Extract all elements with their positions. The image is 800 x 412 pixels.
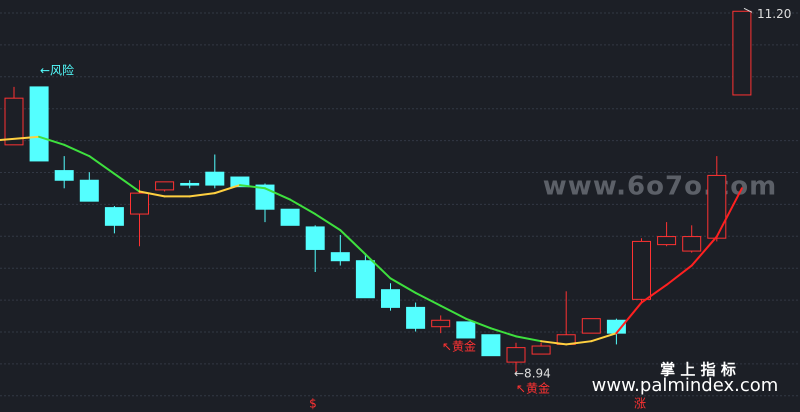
candle-body <box>406 306 426 329</box>
ma-segment <box>289 198 317 216</box>
watermark: www.6o7o.com <box>543 172 777 202</box>
candle-body <box>381 289 400 308</box>
arrow <box>743 7 753 13</box>
candle-body <box>29 86 49 162</box>
ma-segment <box>615 301 643 335</box>
ma-segment <box>690 235 718 267</box>
ma-segment <box>38 135 66 146</box>
ma-segment <box>439 304 467 320</box>
ma-segment <box>489 327 517 338</box>
candle-body <box>632 240 651 300</box>
watermark: www.palmindex.com <box>592 375 779 396</box>
candle-body <box>431 319 451 328</box>
candle-body <box>355 260 375 299</box>
candle-body <box>707 174 727 239</box>
candle-body <box>657 236 677 246</box>
candle-body <box>330 252 350 262</box>
ma-segment <box>63 143 91 158</box>
annotation: ↖黄金 <box>442 339 476 354</box>
ma-segment <box>113 172 141 193</box>
ma-segment <box>540 340 568 346</box>
candle-body <box>155 181 175 191</box>
ma-segment <box>339 229 367 256</box>
candle-body <box>682 236 702 252</box>
ma-segment <box>464 317 492 330</box>
candle-body <box>230 176 250 188</box>
ma-segment <box>640 283 668 304</box>
candle-body <box>506 347 526 363</box>
candle-body <box>205 171 225 186</box>
ma-segment <box>264 187 292 201</box>
ma-segment <box>389 277 417 294</box>
candle-body <box>481 334 501 357</box>
candle-body <box>456 321 476 339</box>
annotation: ←风险 <box>40 63 74 78</box>
marker: 涨 <box>634 396 646 411</box>
candle-body <box>4 97 24 146</box>
candle-body <box>732 10 752 96</box>
ma-segment <box>138 190 166 198</box>
ma-segment <box>238 184 266 190</box>
candle-body <box>104 207 124 226</box>
ma-segment <box>665 264 693 286</box>
candle-body <box>581 318 601 334</box>
ma-segment <box>565 340 593 346</box>
candle-body <box>531 345 551 355</box>
ma-segment <box>0 135 41 142</box>
annotation: ↖黄金 <box>516 381 550 396</box>
ma-segment <box>715 187 743 238</box>
grid <box>0 12 800 397</box>
candle-body <box>305 226 325 250</box>
high-label: 11.20 <box>757 7 791 21</box>
low-label: ←8.94 <box>514 366 551 380</box>
watermark: 掌 上 指 标 <box>660 361 736 379</box>
candle-body <box>79 179 99 202</box>
candle-body <box>280 208 300 226</box>
ma-segment <box>364 253 392 280</box>
ma-segment <box>414 291 442 307</box>
marker: $ <box>309 397 317 411</box>
candle-body <box>180 182 200 186</box>
ma-segment <box>88 155 116 175</box>
ma-segment <box>515 335 543 343</box>
ma-segment <box>213 184 241 195</box>
ma-segment <box>590 332 618 343</box>
ma-segment <box>188 192 216 198</box>
candle-body <box>130 192 149 215</box>
candle-body <box>54 170 74 181</box>
ma-segment <box>314 213 342 232</box>
